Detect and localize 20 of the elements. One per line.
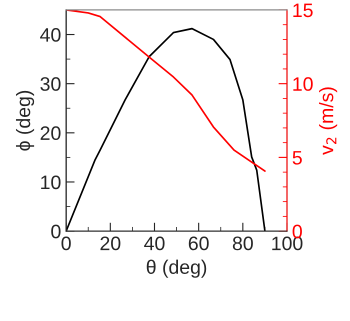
y2-axis-title: v$_{2}$ (m/s) (319, 87, 338, 155)
y-tick-label: 40 (40, 28, 61, 42)
line-series (66, 28, 266, 232)
y2-tick-label: 15 (293, 4, 313, 18)
x-tick-label: 80 (232, 236, 253, 250)
y-axis-title: ϕ (deg) (16, 90, 34, 151)
x-tick-label: 100 (272, 236, 302, 250)
y-tick-label: 0 (51, 224, 61, 238)
x-tick-label: 60 (188, 236, 209, 250)
y-tick-label: 30 (40, 77, 61, 91)
y-tick-label: 10 (41, 175, 61, 190)
x-axis-title: θ (deg) (146, 260, 206, 278)
y2-tick-label: 5 (292, 151, 302, 165)
x-tick-label: 0 (62, 236, 71, 250)
y2-tick-label: 0 (292, 224, 302, 238)
x-tick-label: 40 (144, 236, 165, 250)
y2-tick-label: 10 (293, 77, 313, 91)
x-tick-label: 20 (100, 236, 120, 250)
line-series (66, 10, 266, 172)
y-tick-label: 20 (40, 126, 61, 140)
